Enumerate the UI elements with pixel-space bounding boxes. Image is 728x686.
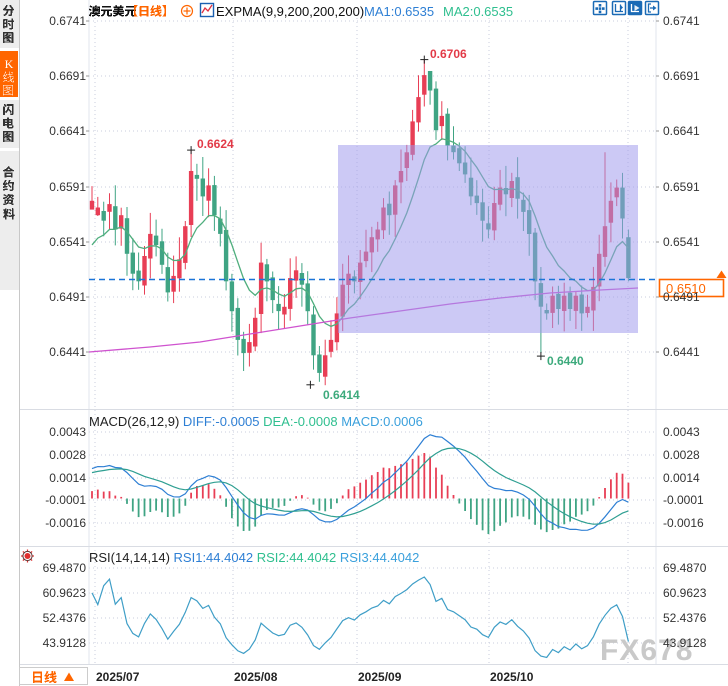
svg-text:43.9128: 43.9128 bbox=[663, 636, 707, 650]
svg-text:0.6441: 0.6441 bbox=[663, 345, 700, 359]
svg-text:MACD(26,12,9) DIFF:-0.0005 DE: MACD(26,12,9) DIFF:-0.0005 DEA:-0.0008 M… bbox=[89, 414, 423, 429]
svg-text:0.0014: 0.0014 bbox=[663, 471, 700, 485]
svg-text:69.4870: 69.4870 bbox=[43, 561, 87, 575]
svg-text:0.6641: 0.6641 bbox=[49, 124, 86, 138]
svg-text:0.0043: 0.0043 bbox=[663, 425, 700, 439]
svg-text:0.6591: 0.6591 bbox=[663, 180, 700, 194]
svg-text:0.0014: 0.0014 bbox=[49, 471, 86, 485]
svg-text:2025/07: 2025/07 bbox=[96, 670, 140, 684]
svg-text:2025/08: 2025/08 bbox=[234, 670, 278, 684]
svg-text:-0.0016: -0.0016 bbox=[45, 516, 86, 530]
svg-text:K: K bbox=[5, 57, 14, 71]
svg-text:EXPMA(9,9,200,200,200): EXPMA(9,9,200,200,200) bbox=[216, 4, 364, 19]
svg-text:0.6691: 0.6691 bbox=[663, 69, 700, 83]
svg-text:0.6706: 0.6706 bbox=[430, 47, 467, 61]
svg-text:52.4376: 52.4376 bbox=[43, 611, 87, 625]
svg-text:0.6741: 0.6741 bbox=[663, 14, 700, 28]
svg-text:2025/10: 2025/10 bbox=[490, 670, 534, 684]
svg-text:0.6541: 0.6541 bbox=[663, 235, 700, 249]
svg-text:FX678: FX678 bbox=[600, 634, 693, 667]
svg-text:MA1:0.6535: MA1:0.6535 bbox=[364, 4, 434, 19]
svg-text:-0.0001: -0.0001 bbox=[45, 493, 86, 507]
svg-text:0.6691: 0.6691 bbox=[49, 69, 86, 83]
svg-text:0.0028: 0.0028 bbox=[663, 448, 700, 462]
svg-text:0.6440: 0.6440 bbox=[547, 354, 584, 368]
svg-text:60.9623: 60.9623 bbox=[663, 586, 707, 600]
svg-text:-0.0001: -0.0001 bbox=[663, 493, 704, 507]
svg-text:0.6624: 0.6624 bbox=[197, 137, 234, 151]
svg-text:69.4870: 69.4870 bbox=[663, 561, 707, 575]
svg-text:2025/09: 2025/09 bbox=[358, 670, 402, 684]
svg-text:0.6641: 0.6641 bbox=[663, 124, 700, 138]
svg-text:0.0028: 0.0028 bbox=[49, 448, 86, 462]
svg-text:0.6441: 0.6441 bbox=[49, 345, 86, 359]
svg-text:52.4376: 52.4376 bbox=[663, 611, 707, 625]
svg-text:MA2:0.6535: MA2:0.6535 bbox=[443, 4, 513, 19]
svg-text:0.0043: 0.0043 bbox=[49, 425, 86, 439]
svg-text:RSI(14,14,14) RSI1:44.4042 RS: RSI(14,14,14) RSI1:44.4042 RSI2:44.4042 … bbox=[89, 550, 419, 565]
svg-text:0.6591: 0.6591 bbox=[49, 180, 86, 194]
svg-text:-0.0016: -0.0016 bbox=[663, 516, 704, 530]
svg-text:0.6414: 0.6414 bbox=[323, 388, 360, 402]
svg-text:0.6510: 0.6510 bbox=[666, 281, 706, 296]
svg-text:0.6491: 0.6491 bbox=[49, 290, 86, 304]
svg-text:0.6491: 0.6491 bbox=[663, 290, 700, 304]
svg-text:60.9623: 60.9623 bbox=[43, 586, 87, 600]
svg-text:43.9128: 43.9128 bbox=[43, 636, 87, 650]
svg-text:0.6741: 0.6741 bbox=[49, 14, 86, 28]
svg-text:0.6541: 0.6541 bbox=[49, 235, 86, 249]
